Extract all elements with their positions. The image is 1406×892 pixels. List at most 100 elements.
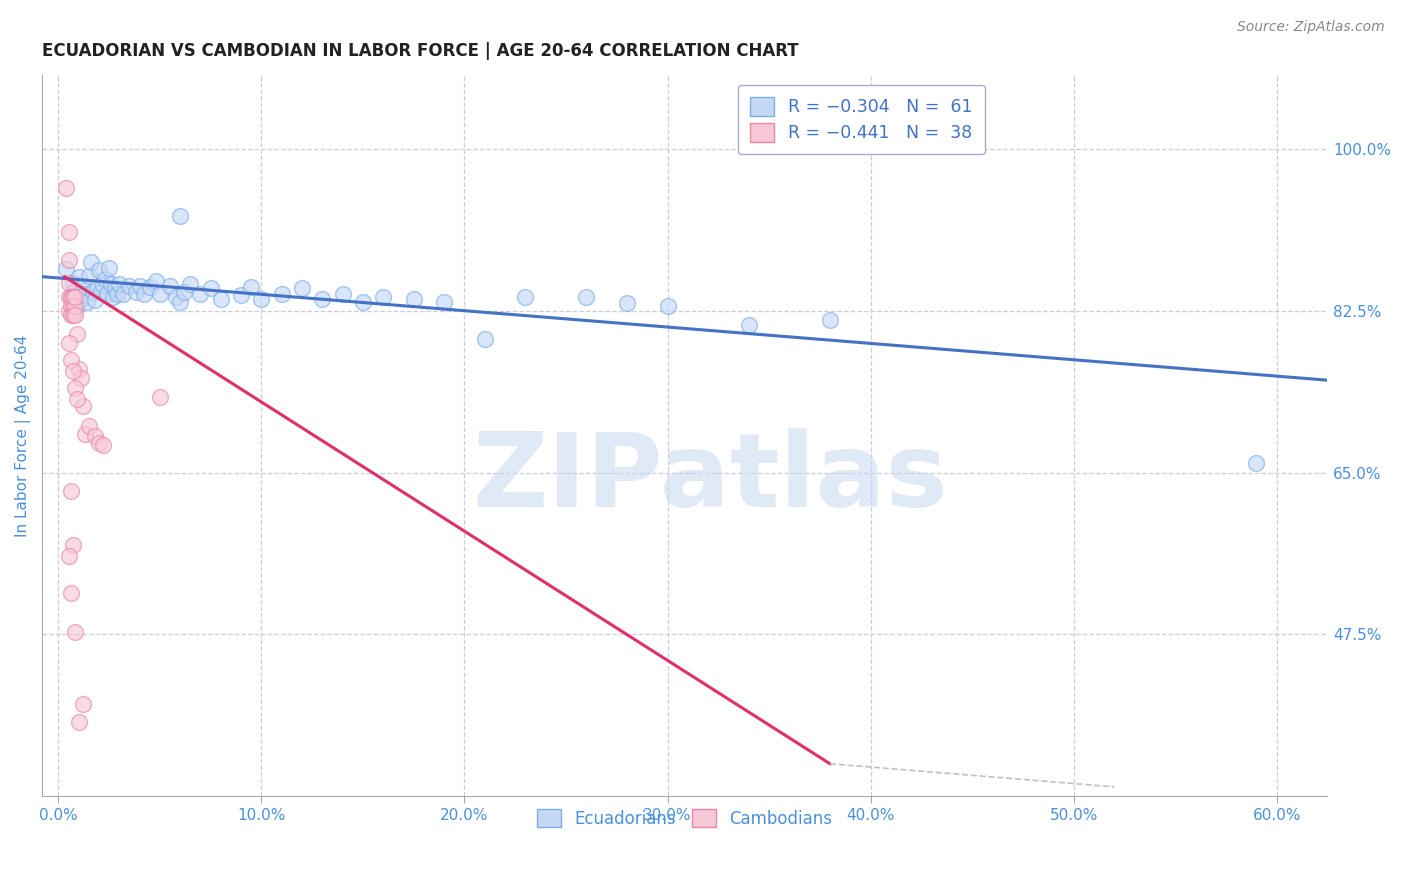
Point: [63, 299, 86, 313]
Point: [91, 278, 114, 293]
Point: [657, 299, 679, 313]
Point: [59, 290, 82, 304]
Point: [270, 287, 292, 301]
Point: [77, 268, 100, 283]
Point: [98, 261, 121, 276]
Point: [66, 392, 89, 406]
Point: [86, 280, 108, 294]
Point: [66, 326, 89, 341]
Point: [66, 299, 89, 313]
Point: [105, 287, 128, 301]
Point: [72, 399, 94, 413]
Point: [229, 288, 252, 302]
Point: [69, 371, 91, 385]
Point: [62, 538, 84, 552]
Point: [128, 279, 150, 293]
Point: [63, 284, 86, 298]
Legend: Ecuadorians, Cambodians: Ecuadorians, Cambodians: [531, 803, 839, 835]
Point: [62, 364, 84, 378]
Point: [59, 309, 82, 323]
Text: ZIPatlas: ZIPatlas: [472, 428, 948, 529]
Point: [62, 299, 84, 313]
Point: [145, 274, 167, 288]
Point: [87, 436, 110, 450]
Point: [149, 390, 172, 404]
Point: [59, 484, 82, 499]
Point: [575, 290, 598, 304]
Point: [59, 586, 82, 600]
Point: [100, 277, 122, 291]
Point: [63, 290, 86, 304]
Point: [104, 281, 127, 295]
Point: [91, 438, 114, 452]
Point: [58, 225, 80, 239]
Point: [402, 292, 425, 306]
Point: [59, 352, 82, 367]
Point: [179, 277, 201, 291]
Point: [72, 697, 94, 711]
Point: [291, 281, 314, 295]
Point: [67, 362, 90, 376]
Point: [58, 336, 80, 351]
Point: [84, 293, 107, 307]
Point: [87, 263, 110, 277]
Point: [118, 279, 141, 293]
Point: [474, 332, 496, 346]
Point: [149, 287, 172, 301]
Point: [108, 277, 131, 291]
Point: [58, 276, 80, 290]
Point: [169, 209, 191, 223]
Point: [311, 292, 333, 306]
Point: [90, 285, 112, 300]
Point: [332, 287, 354, 301]
Point: [96, 287, 118, 301]
Point: [250, 292, 273, 306]
Point: [132, 287, 155, 301]
Point: [58, 253, 80, 268]
Point: [58, 304, 80, 318]
Point: [69, 292, 91, 306]
Point: [76, 294, 98, 309]
Point: [200, 281, 222, 295]
Point: [58, 290, 80, 304]
Point: [59, 290, 82, 304]
Point: [352, 294, 374, 309]
Point: [101, 290, 124, 304]
Point: [62, 276, 84, 290]
Point: [112, 287, 135, 301]
Point: [73, 426, 96, 441]
Point: [159, 279, 181, 293]
Point: [173, 285, 195, 300]
Point: [73, 287, 96, 301]
Point: [124, 285, 146, 300]
Point: [63, 381, 86, 395]
Point: [63, 624, 86, 639]
Text: ECUADORIAN VS CAMBODIAN IN LABOR FORCE | AGE 20-64 CORRELATION CHART: ECUADORIAN VS CAMBODIAN IN LABOR FORCE |…: [42, 42, 799, 60]
Point: [72, 279, 94, 293]
Point: [80, 255, 103, 269]
Point: [738, 318, 761, 332]
Point: [62, 309, 84, 323]
Point: [55, 262, 77, 277]
Point: [433, 294, 456, 309]
Point: [515, 290, 537, 304]
Point: [59, 299, 82, 313]
Point: [63, 309, 86, 323]
Point: [169, 294, 191, 309]
Point: [165, 290, 187, 304]
Point: [55, 181, 77, 195]
Point: [67, 715, 90, 730]
Point: [67, 269, 90, 284]
Point: [616, 296, 638, 310]
Point: [84, 428, 107, 442]
Point: [58, 549, 80, 563]
Text: Source: ZipAtlas.com: Source: ZipAtlas.com: [1237, 20, 1385, 34]
Point: [82, 285, 104, 300]
Y-axis label: In Labor Force | Age 20-64: In Labor Force | Age 20-64: [15, 334, 31, 537]
Point: [373, 290, 395, 304]
Point: [1246, 456, 1268, 470]
Point: [209, 292, 232, 306]
Point: [190, 287, 212, 301]
Point: [240, 280, 263, 294]
Point: [62, 290, 84, 304]
